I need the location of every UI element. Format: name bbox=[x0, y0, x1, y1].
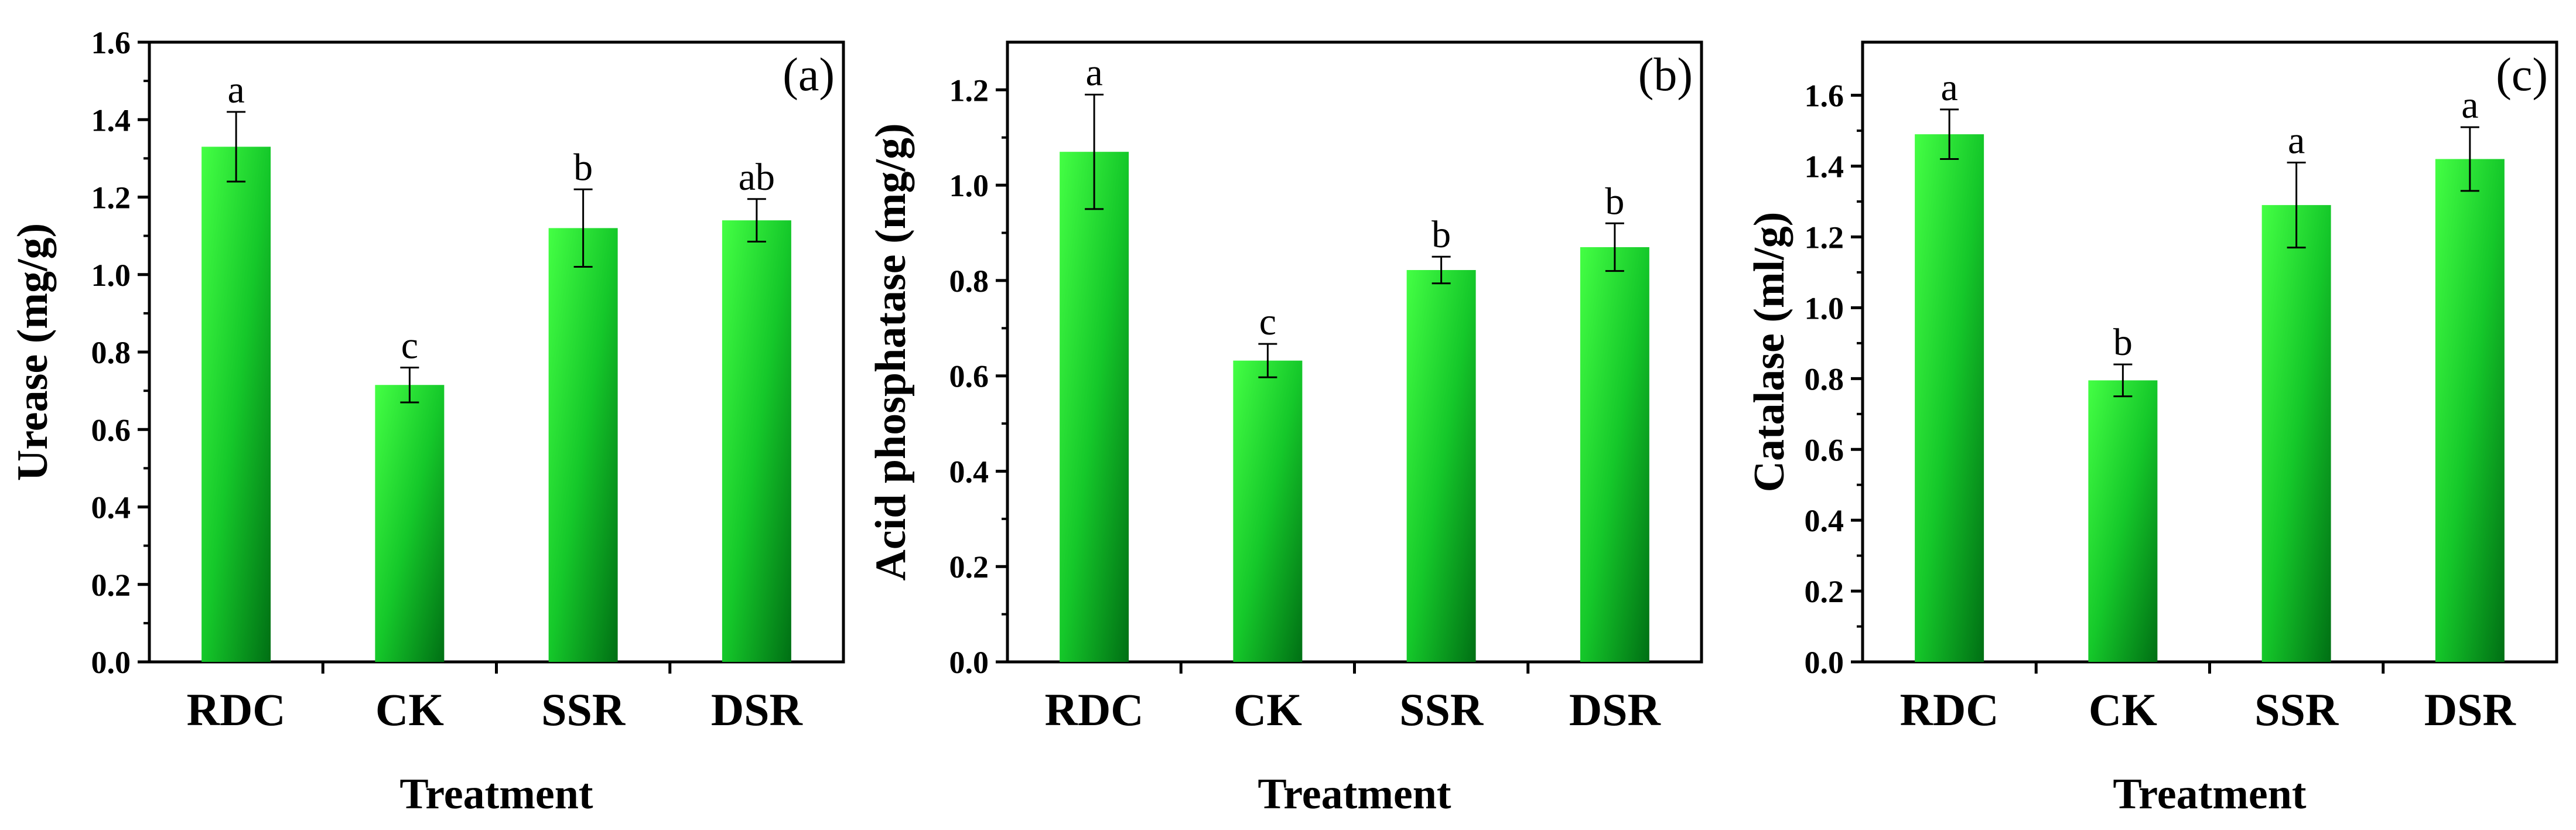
bar-ssr bbox=[548, 228, 618, 662]
category-label: SSR bbox=[541, 684, 626, 735]
y-tick-label: 0.6 bbox=[1805, 432, 1844, 467]
category-label: RDC bbox=[1045, 684, 1144, 735]
bar-ck bbox=[2088, 380, 2158, 662]
category-label: CK bbox=[1234, 684, 1302, 735]
significance-label: a bbox=[227, 69, 244, 111]
category-label: DSR bbox=[711, 684, 804, 735]
category-label: CK bbox=[2089, 684, 2157, 735]
significance-label: c bbox=[1259, 300, 1276, 343]
category-label: RDC bbox=[1900, 684, 1999, 735]
significance-label: b bbox=[1432, 213, 1451, 256]
y-tick-label: 0.0 bbox=[1805, 645, 1844, 680]
y-tick-label: 1.4 bbox=[91, 103, 131, 138]
bar-dsr bbox=[2435, 159, 2505, 662]
bar-rdc bbox=[201, 146, 271, 662]
bar-dsr bbox=[722, 220, 791, 662]
bar-ssr bbox=[1406, 270, 1476, 662]
significance-label: b bbox=[2113, 321, 2133, 364]
y-tick-label: 1.2 bbox=[1805, 220, 1844, 255]
bar-rdc bbox=[1060, 152, 1129, 662]
y-tick-label: 1.2 bbox=[949, 73, 989, 108]
significance-label: b bbox=[1605, 180, 1624, 223]
bar-ck bbox=[1233, 360, 1303, 662]
category-label: RDC bbox=[187, 684, 286, 735]
y-tick-label: 0.8 bbox=[949, 264, 989, 299]
chart-panel-b: 0.0 0.2 0.4 0.6 0.8 1.0 1.2 a RDC c CK b SSR b DSR Trea… bbox=[867, 40, 1703, 818]
panel-label: (c) bbox=[2496, 49, 2548, 101]
y-tick-label: 0.4 bbox=[1805, 503, 1844, 538]
bar-ssr bbox=[2261, 205, 2331, 662]
panel-label: (a) bbox=[783, 49, 835, 101]
y-tick-label: 1.0 bbox=[91, 258, 131, 293]
y-tick-label: 1.6 bbox=[91, 25, 131, 60]
y-tick-label: 0.6 bbox=[949, 359, 989, 394]
chart-panel-a: 0.0 0.2 0.4 0.6 0.8 1.0 1.2 1.4 1.6 a RDC c CK b SSR ab… bbox=[9, 25, 845, 818]
panel-label: (b) bbox=[1638, 49, 1693, 101]
y-axis-title: Catalase (ml/g) bbox=[1745, 212, 1793, 493]
x-axis-title: Treatment bbox=[1258, 770, 1451, 818]
category-label: SSR bbox=[1399, 684, 1484, 735]
y-tick-label: 0.4 bbox=[91, 490, 131, 525]
y-tick-label: 0.2 bbox=[91, 568, 131, 603]
bar-rdc bbox=[1915, 134, 1984, 662]
y-tick-label: 0.8 bbox=[1805, 361, 1844, 397]
significance-label: c bbox=[401, 324, 418, 367]
y-tick-label: 0.2 bbox=[949, 549, 989, 585]
bar-ck bbox=[375, 385, 445, 662]
bar-dsr bbox=[1580, 247, 1649, 662]
x-axis-title: Treatment bbox=[399, 770, 593, 818]
y-tick-label: 0.4 bbox=[949, 454, 989, 489]
y-tick-label: 1.0 bbox=[1805, 291, 1844, 326]
y-tick-label: 0.0 bbox=[91, 645, 131, 680]
y-tick-label: 0.8 bbox=[91, 335, 131, 370]
significance-label: a bbox=[2461, 84, 2478, 127]
significance-label: a bbox=[1085, 52, 1102, 94]
significance-label: ab bbox=[739, 156, 775, 199]
significance-label: a bbox=[1940, 66, 1957, 109]
chart-panel-c: 0.0 0.2 0.4 0.6 0.8 1.0 1.2 1.4 1.6 a RDC b CK a SSR a D… bbox=[1745, 40, 2558, 818]
y-tick-label: 1.2 bbox=[91, 180, 131, 216]
category-label: DSR bbox=[1569, 684, 1662, 735]
y-axis-title: Acid phosphatase (mg/g) bbox=[867, 123, 915, 580]
y-tick-label: 1.6 bbox=[1805, 78, 1844, 114]
x-axis-title: Treatment bbox=[2113, 770, 2307, 818]
y-axis-title: Urease (mg/g) bbox=[9, 223, 57, 481]
category-label: CK bbox=[375, 684, 444, 735]
y-tick-label: 0.0 bbox=[949, 645, 989, 680]
significance-label: a bbox=[2288, 119, 2305, 162]
y-tick-label: 1.0 bbox=[949, 168, 989, 203]
y-tick-label: 0.6 bbox=[91, 412, 131, 448]
category-label: DSR bbox=[2424, 684, 2517, 735]
significance-label: b bbox=[573, 146, 593, 189]
category-label: SSR bbox=[2254, 684, 2339, 735]
y-tick-label: 0.2 bbox=[1805, 574, 1844, 609]
y-tick-label: 1.4 bbox=[1805, 149, 1844, 185]
